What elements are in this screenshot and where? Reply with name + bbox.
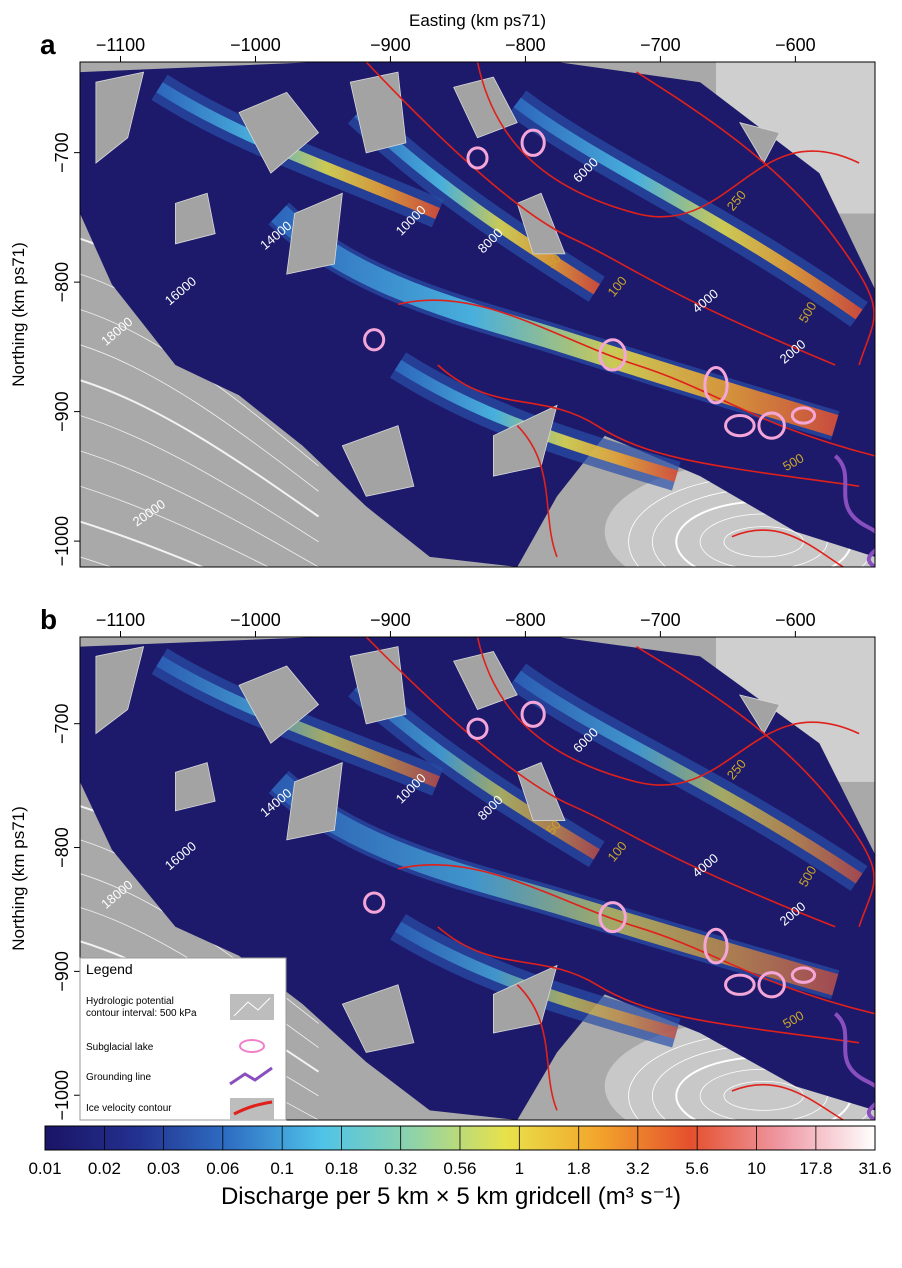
legend-swatch bbox=[230, 994, 274, 1020]
colorbar-title: Discharge per 5 km × 5 km gridcell (m³ s… bbox=[221, 1183, 681, 1210]
colorbar-tick-label: 5.6 bbox=[685, 1159, 709, 1178]
colorbar-tick-label: 0.18 bbox=[325, 1159, 358, 1178]
panel-label: b bbox=[40, 604, 57, 635]
y-tick-label: −800 bbox=[52, 827, 72, 868]
legend-label: Ice velocity contour bbox=[86, 1103, 172, 1114]
colorbar-tick-label: 0.06 bbox=[206, 1159, 239, 1178]
colorbar-tick-label: 1 bbox=[515, 1159, 524, 1178]
x-tick-label: −1100 bbox=[96, 35, 145, 55]
colorbar-tick-label: 0.32 bbox=[384, 1159, 417, 1178]
y-tick-label: −700 bbox=[52, 132, 72, 173]
legend-box bbox=[80, 958, 286, 1120]
legend-label: contour interval: 500 kPa bbox=[86, 1008, 197, 1019]
y-axis-title: Northing (km ps71) bbox=[9, 806, 28, 951]
y-tick-label: −1000 bbox=[52, 516, 72, 567]
legend-label: Subglacial lake bbox=[86, 1042, 154, 1053]
figure: 1400016000180001000080006000400020002000… bbox=[0, 0, 902, 1268]
x-tick-label: −700 bbox=[640, 35, 681, 55]
colorbar-tick-label: 0.03 bbox=[147, 1159, 180, 1178]
map-panel: 1400016000180001000080006000400020002000… bbox=[80, 62, 902, 643]
y-tick-label: −700 bbox=[52, 703, 72, 744]
colorbar-tick-label: 10 bbox=[747, 1159, 766, 1178]
colorbar-tick-label: 1.8 bbox=[567, 1159, 591, 1178]
legend-label: Hydrologic potential bbox=[86, 996, 174, 1007]
y-axis-title: Northing (km ps71) bbox=[9, 242, 28, 387]
colorbar-tick-label: 0.02 bbox=[88, 1159, 121, 1178]
x-tick-label: −700 bbox=[640, 610, 681, 630]
x-tick-label: −1000 bbox=[230, 35, 281, 55]
y-tick-label: −900 bbox=[52, 391, 72, 432]
x-tick-label: −600 bbox=[775, 35, 816, 55]
x-tick-label: −1100 bbox=[96, 610, 145, 630]
x-tick-label: −800 bbox=[505, 35, 546, 55]
x-axis-title: Easting (km ps71) bbox=[409, 11, 546, 30]
x-tick-label: −600 bbox=[775, 610, 816, 630]
x-tick-label: −900 bbox=[370, 610, 411, 630]
colorbar-tick-label: 0.01 bbox=[28, 1159, 61, 1178]
colorbar-tick-label: 17.8 bbox=[799, 1159, 832, 1178]
x-tick-label: −900 bbox=[370, 35, 411, 55]
potential-contour bbox=[80, 1110, 319, 1192]
x-tick-label: −1000 bbox=[230, 610, 281, 630]
colorbar-tick-label: 3.2 bbox=[626, 1159, 650, 1178]
y-tick-label: −900 bbox=[52, 951, 72, 992]
panel-label: a bbox=[40, 29, 56, 60]
y-tick-label: −1000 bbox=[52, 1070, 72, 1121]
colorbar-tick-label: 31.6 bbox=[858, 1159, 891, 1178]
legend-label: Grounding line bbox=[86, 1072, 151, 1083]
colorbar-tick-label: 0.1 bbox=[270, 1159, 294, 1178]
legend-title: Legend bbox=[86, 961, 133, 977]
x-tick-label: −800 bbox=[505, 610, 546, 630]
y-tick-label: −800 bbox=[52, 262, 72, 303]
colorbar-tick-label: 0.56 bbox=[443, 1159, 476, 1178]
